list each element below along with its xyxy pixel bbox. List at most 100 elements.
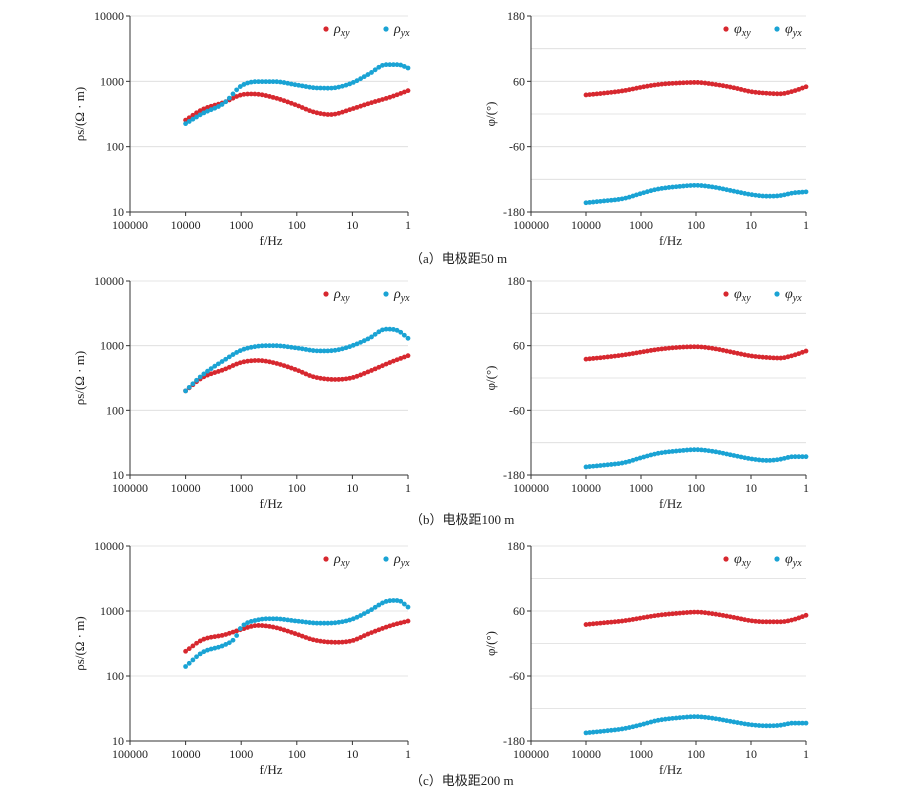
data-point-yx xyxy=(274,79,280,85)
data-point-yx xyxy=(358,613,364,618)
data-point-xy xyxy=(354,636,360,642)
data-point-xy xyxy=(358,372,364,378)
data-point-yx xyxy=(655,186,661,192)
data-point-xy xyxy=(601,90,607,96)
data-point-yx xyxy=(230,352,236,357)
data-point-yx xyxy=(310,348,316,353)
data-point-yx xyxy=(234,350,240,355)
data-point-xy xyxy=(274,625,280,631)
data-point-yx xyxy=(601,728,607,734)
data-point-yx xyxy=(190,116,196,122)
data-point-yx xyxy=(644,720,650,726)
data-point-yx xyxy=(190,381,196,387)
data-point-xy xyxy=(372,99,378,104)
data-point-yx xyxy=(405,65,411,71)
x-tick-label: 1000 xyxy=(229,218,253,232)
data-point-yx xyxy=(372,331,378,337)
data-point-xy xyxy=(223,632,229,637)
data-point-xy xyxy=(361,371,367,376)
data-point-yx xyxy=(742,191,748,196)
data-point-xy xyxy=(727,84,733,90)
data-point-yx xyxy=(230,91,236,97)
data-point-xy xyxy=(234,94,240,99)
data-point-xy xyxy=(292,366,298,372)
data-point-yx xyxy=(760,193,766,199)
data-point-xy xyxy=(387,360,393,365)
data-point-yx xyxy=(343,618,349,624)
data-point-xy xyxy=(281,627,287,633)
data-point-xy xyxy=(583,92,589,98)
data-point-xy xyxy=(803,612,809,618)
data-point-yx xyxy=(706,183,712,189)
data-point-yx xyxy=(634,192,639,198)
data-point-xy xyxy=(248,91,254,97)
data-point-xy xyxy=(648,348,654,353)
chart-b-resistivity: 100000 10000 1000 100 10 1 10 100 1000 10000 f/Hz ρ… xyxy=(72,274,411,511)
data-point-yx xyxy=(673,448,679,454)
data-point-xy xyxy=(666,611,672,617)
x-tick-label: 100000 xyxy=(513,218,549,232)
data-point-xy xyxy=(771,619,776,625)
data-point-yx xyxy=(274,343,280,349)
data-point-xy xyxy=(190,643,196,649)
data-point-xy xyxy=(358,635,364,640)
data-point-yx xyxy=(401,64,407,69)
data-point-xy xyxy=(256,358,261,363)
data-point-yx xyxy=(186,384,192,390)
data-point-yx xyxy=(623,725,629,731)
data-point-yx xyxy=(223,356,229,362)
data-point-xy xyxy=(230,95,236,101)
data-point-yx xyxy=(745,722,751,727)
data-point-xy xyxy=(803,348,809,354)
data-point-yx xyxy=(709,184,715,190)
data-point-yx xyxy=(799,720,805,726)
data-point-yx xyxy=(767,457,773,463)
data-point-xy xyxy=(587,92,593,97)
data-point-xy xyxy=(717,347,722,352)
data-point-xy xyxy=(310,637,316,643)
x-tick-label: 1000 xyxy=(629,218,653,232)
y-tick-label: 180 xyxy=(507,539,525,553)
data-point-yx xyxy=(749,456,755,462)
x-tick-label: 10 xyxy=(346,747,358,761)
legend-marker-xy xyxy=(723,26,729,32)
data-point-yx xyxy=(376,64,382,70)
data-point-yx xyxy=(208,646,214,652)
legend-label-xy: φxy xyxy=(734,287,751,304)
data-point-xy xyxy=(670,80,675,86)
data-point-xy xyxy=(343,376,349,382)
data-point-xy xyxy=(383,361,389,367)
data-point-xy xyxy=(237,92,243,98)
x-tick-label: 100000 xyxy=(513,481,549,495)
data-point-yx xyxy=(281,343,287,349)
data-point-xy xyxy=(398,355,404,361)
data-point-yx xyxy=(709,715,715,721)
data-point-yx xyxy=(237,348,243,354)
data-point-yx xyxy=(310,85,316,91)
data-point-yx xyxy=(314,620,320,626)
data-point-xy xyxy=(361,633,367,639)
data-point-xy xyxy=(720,612,726,618)
data-point-yx xyxy=(688,447,693,453)
data-point-xy xyxy=(329,112,334,117)
data-point-xy xyxy=(194,640,199,646)
data-point-yx xyxy=(201,110,207,116)
caption-b: （b）电极距100 m xyxy=(410,512,515,527)
data-point-yx xyxy=(616,197,621,202)
data-point-xy xyxy=(292,631,298,636)
data-point-yx xyxy=(369,607,374,613)
data-point-xy xyxy=(201,636,207,642)
data-point-yx xyxy=(738,720,744,726)
data-point-yx xyxy=(292,82,298,88)
data-point-xy xyxy=(659,612,665,618)
data-point-yx xyxy=(608,197,614,203)
data-point-xy xyxy=(259,623,265,628)
data-point-xy xyxy=(612,89,618,95)
data-point-xy xyxy=(680,80,686,86)
data-point-xy xyxy=(742,617,748,623)
legend-label-xy: φxy xyxy=(734,22,751,39)
legend-label-yx: φyx xyxy=(785,22,802,39)
data-point-xy xyxy=(252,623,258,629)
data-point-yx xyxy=(587,730,593,735)
data-point-xy xyxy=(391,358,396,364)
